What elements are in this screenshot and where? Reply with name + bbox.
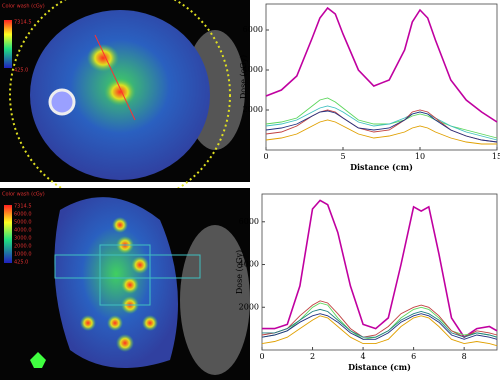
colorbar-label: 7314.5 (14, 204, 32, 210)
x-tick-label: 0 (263, 152, 268, 161)
x-tick-label: 6 (411, 352, 416, 361)
y-tick-label: 4000 (239, 260, 259, 269)
y-axis-label: Dose (cGy) (239, 55, 248, 99)
dose-line (262, 308, 498, 338)
colorbar-label: 1000.0 (14, 252, 32, 258)
x-tick-label: 0 (259, 352, 264, 361)
plot-frame (265, 3, 498, 151)
ct-image-bottom: Color wash (cGy) 7314.5 6000.0 5000.0 4000.… (0, 188, 250, 380)
y-tick-label: 2000 (243, 105, 263, 114)
x-tick-label: 15 (492, 152, 500, 161)
colorbar-label: 5000.0 (14, 220, 32, 226)
x-tick-label: 8 (462, 352, 467, 361)
x-axis-label: Distance (cm) (350, 162, 413, 172)
x-tick-label: 4 (361, 352, 366, 361)
colorbar-label: 425.0 (14, 68, 28, 74)
colorbar-label: 4000.0 (14, 228, 32, 234)
y-tick-label: 2000 (239, 302, 259, 311)
x-tick-label: 5 (340, 152, 345, 161)
ct-image-top: Color wash (cGy) 7314.5 425.0 (0, 0, 250, 206)
x-axis-label: Distance (cm) (348, 362, 411, 372)
colorbar-label: 6000.0 (14, 212, 32, 218)
colorbar-label: 2000.0 (14, 244, 32, 250)
dose-line (265, 119, 497, 145)
y-axis-label: Dose (cGy) (235, 250, 244, 294)
colorbar-title: Color wash (cGy) (2, 192, 45, 198)
dose-line (265, 6, 498, 123)
colorbar-title: Color wash (cGy) (2, 4, 45, 10)
x-tick-label: 10 (415, 152, 425, 161)
x-tick-label: 2 (310, 352, 315, 361)
y-tick-label: 4000 (243, 65, 263, 74)
dose-line (262, 199, 498, 339)
y-tick-label: 6000 (243, 25, 263, 34)
dose-line (261, 302, 498, 340)
dose-line (261, 313, 498, 340)
dose-line (261, 315, 498, 347)
plot-frame (261, 193, 498, 351)
y-tick-label: 6000 (239, 217, 259, 226)
colorbar-label: 425.0 (14, 260, 28, 266)
dose-line (265, 110, 498, 143)
dose-line (261, 300, 498, 338)
colorbar-label: 3000.0 (14, 236, 32, 242)
colorbar-label: 7314.5 (14, 20, 32, 26)
dose-line (265, 105, 498, 141)
